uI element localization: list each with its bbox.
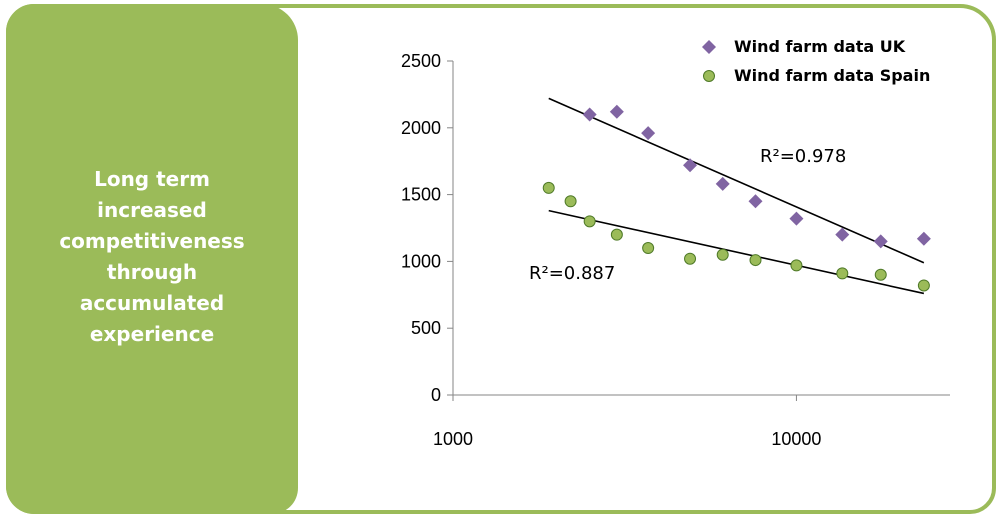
legend: Wind farm data UK Wind farm data Spain <box>702 37 930 85</box>
legend-label-uk: Wind farm data UK <box>734 37 906 56</box>
point-uk <box>715 176 730 191</box>
y-tick-label: 1000 <box>401 251 441 271</box>
trendline-uk <box>548 97 925 264</box>
point-spain <box>836 267 849 280</box>
y-tick-label: 500 <box>411 318 441 338</box>
legend-marker-spain <box>703 70 715 82</box>
point-spain <box>790 259 803 272</box>
y-tick-label: 2500 <box>401 51 441 71</box>
point-spain <box>874 268 887 281</box>
point-uk <box>916 231 931 246</box>
point-uk <box>835 227 850 242</box>
point-spain <box>642 242 655 255</box>
legend-marker-uk <box>702 40 716 54</box>
point-spain <box>610 228 623 241</box>
r2-labels: R²=0.978 R²=0.887 <box>529 146 846 284</box>
point-spain <box>749 254 762 267</box>
side-panel-text: Long term increased competitiveness thro… <box>59 167 245 346</box>
point-uk <box>683 158 698 173</box>
axes: 0 500 1000 1500 2000 2500 1000 10000 <box>401 51 950 449</box>
x-tick-label: 1000 <box>433 429 473 449</box>
point-spain <box>564 195 577 208</box>
point-uk <box>641 126 656 141</box>
y-tick-label: 2000 <box>401 118 441 138</box>
point-uk <box>789 211 804 226</box>
point-spain <box>583 215 596 228</box>
trendlines <box>548 97 925 295</box>
point-spain <box>716 248 729 261</box>
side-panel: Long term increased competitiveness thro… <box>6 4 298 514</box>
point-uk <box>873 234 888 249</box>
y-tick-label: 1500 <box>401 185 441 205</box>
point-uk <box>748 194 763 209</box>
point-spain <box>542 181 555 194</box>
x-tick-label: 10000 <box>771 429 821 449</box>
point-uk <box>609 104 624 119</box>
point-uk <box>582 107 597 122</box>
point-spain <box>917 279 930 292</box>
trendline-spain <box>548 209 925 295</box>
r2-label-spain: R²=0.887 <box>529 263 615 284</box>
y-tick-label: 0 <box>431 385 441 405</box>
legend-label-spain: Wind farm data Spain <box>734 66 930 85</box>
data-points <box>542 104 931 292</box>
r2-label-uk: R²=0.978 <box>760 146 846 167</box>
point-spain <box>684 252 697 265</box>
